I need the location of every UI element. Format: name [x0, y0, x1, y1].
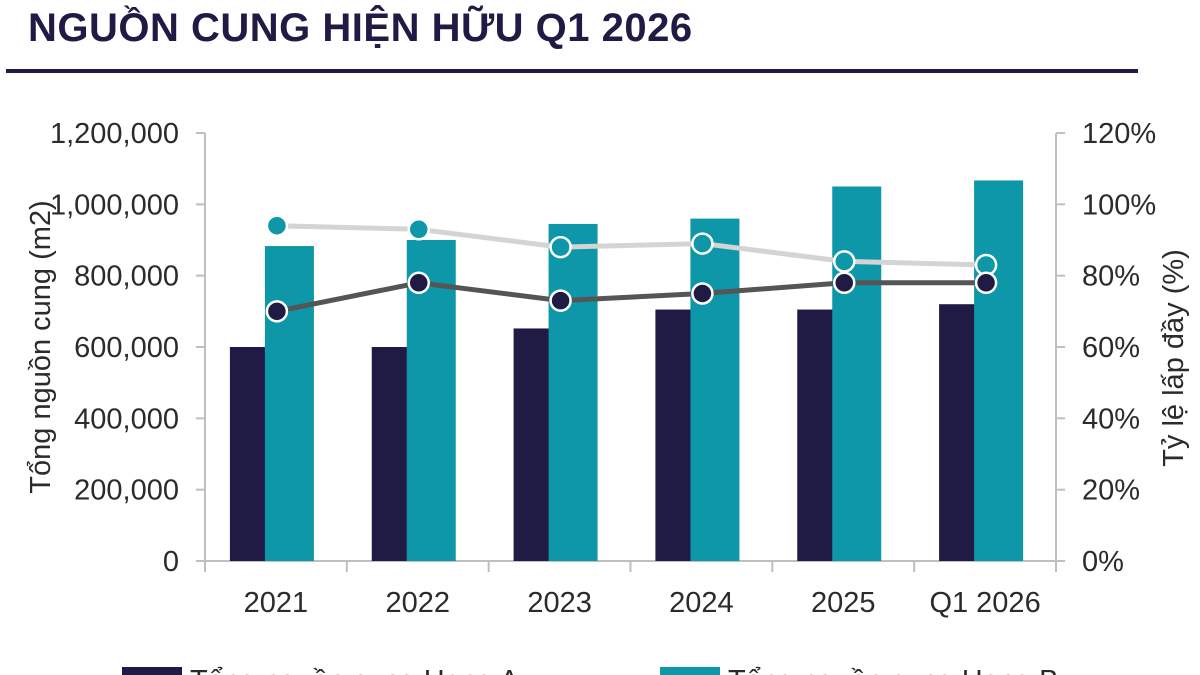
y-tick-label-right: 60%	[1082, 332, 1140, 364]
marker-occupancy-b	[549, 235, 572, 259]
chart-bars	[229, 180, 1024, 562]
legend-label-grade-b: Tổng nguồn cung Hạng B	[728, 665, 1059, 675]
bar-grade-b	[406, 240, 456, 561]
y-tick-label-right: 40%	[1082, 403, 1140, 435]
y-tick-label-left: 200,000	[74, 475, 179, 507]
y-tick-label-right: 120%	[1082, 118, 1156, 150]
bar-grade-b	[974, 180, 1024, 562]
y-axis-title-left: Tổng nguồn cung (m2)	[25, 200, 57, 493]
y-tick-label-right: 80%	[1082, 261, 1140, 293]
legend-swatch-grade-b	[660, 667, 720, 675]
x-tick-label: 2025	[811, 587, 876, 619]
x-tick-label: 2023	[527, 587, 592, 619]
bar-grade-a	[939, 304, 977, 561]
bar-grade-b	[264, 246, 314, 561]
marker-occupancy-a	[407, 271, 430, 295]
marker-occupancy-a	[833, 271, 856, 295]
bar-grade-a	[371, 347, 409, 561]
y-tick-label-right: 0%	[1082, 546, 1124, 578]
y-tick-label-left: 0	[163, 546, 179, 578]
line-occupancy-b	[276, 223, 987, 268]
marker-occupancy-a	[265, 300, 289, 323]
x-tick-label: Q1 2026	[929, 587, 1040, 619]
bar-grade-a	[513, 328, 551, 561]
x-tick-label: 2022	[385, 587, 450, 619]
legend-swatch-grade-a	[122, 667, 182, 675]
y-tick-label-left: 600,000	[74, 332, 179, 364]
page-title: NGUỒN CUNG HIỆN HỮU Q1 2026	[28, 6, 693, 50]
chart-axes	[196, 132, 1065, 572]
marker-occupancy-a	[549, 289, 572, 312]
chart-labels: 0 200,000 400,000 600,000 800,000 1,000,000 1,…	[25, 118, 1190, 619]
x-tick-label: 2024	[669, 587, 734, 619]
bar-grade-a	[655, 309, 693, 561]
bar-grade-b	[690, 218, 740, 561]
bar-grade-b	[832, 186, 882, 561]
marker-occupancy-b	[833, 250, 856, 273]
y-tick-label-right: 20%	[1082, 475, 1140, 507]
title-underline	[6, 69, 1138, 73]
legend-label-grade-a: Tổng nguồn cung Hạng A	[190, 665, 520, 675]
bar-grade-a	[229, 347, 267, 561]
x-tick-label: 2021	[244, 587, 309, 619]
line-occupancy-a	[276, 280, 987, 314]
y-axis-title-right: Tỷ lệ lấp đầy (%)	[1158, 249, 1190, 467]
y-tick-label-left: 400,000	[74, 403, 179, 435]
chart-lines	[265, 214, 998, 323]
y-tick-label-left: 1,000,000	[50, 189, 179, 221]
y-tick-label-left: 1,200,000	[50, 118, 179, 150]
bar-grade-b	[548, 223, 598, 561]
chart-legend: Tổng nguồn cung Hạng A Tổng nguồn cung Hạ…	[122, 665, 1059, 675]
y-tick-label-right: 100%	[1082, 189, 1156, 221]
marker-occupancy-b	[407, 218, 430, 241]
marker-occupancy-b	[691, 232, 714, 255]
marker-occupancy-a	[974, 271, 998, 295]
marker-occupancy-b	[265, 214, 289, 237]
marker-occupancy-a	[691, 282, 714, 305]
y-tick-label-left: 800,000	[74, 261, 179, 293]
bar-grade-a	[797, 309, 835, 561]
